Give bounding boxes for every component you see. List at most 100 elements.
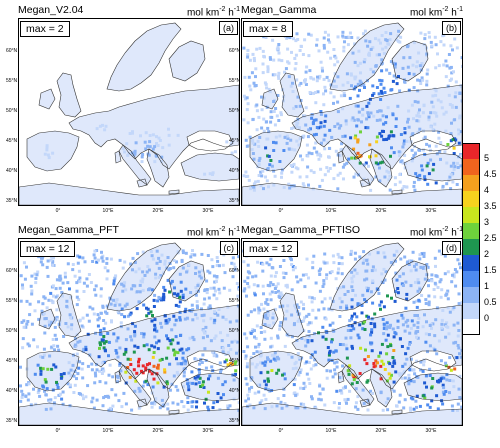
emission-pixel	[238, 349, 239, 353]
emission-pixel	[127, 152, 131, 155]
emission-pixel	[359, 83, 363, 87]
emission-pixel	[448, 356, 452, 360]
emission-pixel	[251, 185, 254, 189]
emission-pixel	[327, 358, 331, 362]
emission-pixel	[332, 79, 336, 83]
emission-pixel	[59, 376, 63, 380]
emission-pixel	[334, 56, 338, 60]
emission-pixel	[425, 72, 429, 76]
emission-pixel	[258, 383, 262, 387]
emission-pixel	[317, 152, 321, 156]
emission-pixel	[232, 378, 236, 382]
emission-pixel	[52, 344, 56, 348]
emission-pixel	[377, 53, 381, 57]
emission-pixel	[421, 266, 425, 270]
emission-pixel	[336, 35, 340, 39]
emission-pixel	[434, 181, 438, 185]
emission-pixel	[202, 313, 206, 317]
emission-pixel	[45, 387, 49, 391]
emission-pixel	[146, 307, 150, 311]
emission-pixel	[368, 40, 372, 44]
emission-pixel	[30, 322, 34, 326]
emission-pixel	[426, 68, 430, 72]
emission-pixel	[454, 138, 458, 142]
emission-pixel	[394, 332, 398, 336]
emission-pixel	[312, 146, 316, 150]
emission-pixel	[445, 378, 449, 382]
emission-pixel	[418, 64, 422, 68]
emission-pixel	[336, 187, 340, 191]
emission-pixel	[97, 316, 101, 320]
land-region	[137, 399, 147, 407]
coastline	[291, 304, 462, 390]
emission-pixel	[280, 168, 284, 172]
emission-pixel	[392, 74, 396, 78]
emission-pixel	[339, 305, 343, 309]
emission-pixel	[250, 362, 254, 366]
emission-pixel	[451, 105, 454, 109]
emission-pixel	[195, 289, 199, 293]
emission-pixel	[255, 109, 259, 113]
emission-pixel	[166, 278, 170, 282]
emission-map	[241, 18, 463, 206]
emission-pixel	[255, 363, 259, 367]
emission-pixel	[55, 382, 59, 386]
emission-pixel	[382, 251, 386, 255]
emission-pixel	[398, 393, 402, 397]
emission-pixel	[200, 314, 204, 318]
emission-pixel	[196, 284, 200, 288]
emission-pixel	[81, 393, 84, 397]
emission-pixel	[341, 135, 345, 138]
emission-pixel	[337, 406, 341, 410]
emission-pixel	[405, 185, 409, 189]
emission-pixel	[403, 398, 407, 402]
emission-pixel	[247, 75, 251, 79]
emission-pixel	[135, 307, 139, 311]
emission-pixel	[226, 351, 230, 355]
emission-pixel	[152, 351, 156, 354]
emission-pixel	[379, 98, 383, 101]
emission-pixel	[110, 388, 114, 392]
emission-pixel	[213, 336, 217, 340]
emission-pixel	[151, 257, 155, 261]
emission-pixel	[144, 366, 148, 370]
emission-pixel	[101, 404, 105, 408]
emission-pixel	[153, 402, 157, 406]
emission-pixel	[198, 371, 201, 375]
emission-pixel	[309, 127, 312, 131]
emission-pixel	[269, 57, 272, 61]
emission-pixel	[257, 390, 261, 394]
emission-pixel	[285, 134, 289, 138]
emission-pixel	[444, 110, 448, 114]
emission-pixel	[344, 399, 348, 403]
coastline	[26, 130, 80, 172]
emission-pixel	[315, 126, 319, 129]
coastline	[369, 368, 393, 408]
emission-pixel	[368, 53, 371, 57]
emission-pixel	[266, 388, 270, 392]
emission-pixel	[103, 348, 107, 352]
emission-pixel	[438, 280, 442, 284]
emission-pixel	[392, 359, 396, 363]
emission-pixel	[446, 289, 450, 293]
emission-pixel	[53, 396, 57, 400]
emission-pixel	[266, 370, 270, 374]
emission-pixel	[439, 40, 443, 44]
emission-pixel	[403, 153, 407, 157]
emission-pixel	[147, 311, 151, 315]
emission-pixel	[322, 307, 326, 311]
emission-pixel	[51, 151, 55, 155]
longitude-label: 20°E	[152, 208, 164, 214]
emission-pixel	[292, 392, 296, 396]
emission-pixel	[123, 281, 127, 285]
coastline	[391, 189, 403, 195]
emission-pixel	[324, 317, 328, 321]
emission-pixel	[214, 353, 218, 357]
emission-pixel	[58, 392, 62, 396]
emission-pixel	[393, 361, 397, 365]
emission-pixel	[401, 272, 405, 276]
emission-pixel	[93, 381, 97, 385]
emission-pixel	[179, 334, 182, 337]
emission-pixel	[55, 317, 59, 321]
latitude-label: 60°N	[6, 48, 18, 54]
